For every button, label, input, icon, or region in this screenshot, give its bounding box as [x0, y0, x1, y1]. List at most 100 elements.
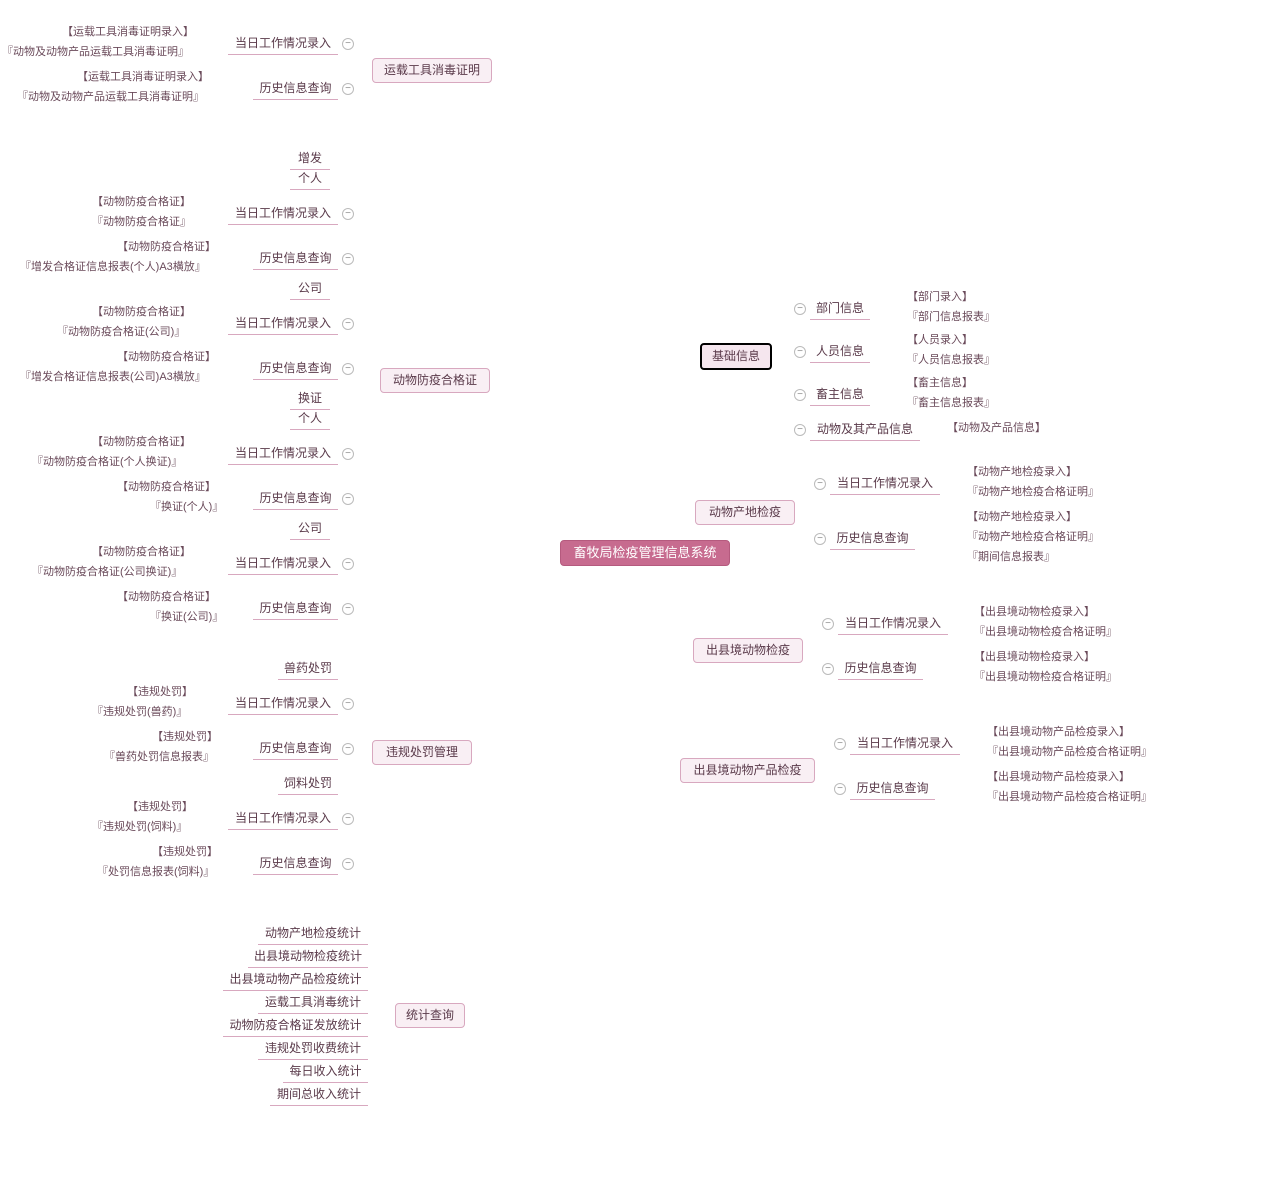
- mindmap-node[interactable]: 每日收入统计: [283, 1063, 368, 1083]
- mindmap-node[interactable]: 【违规处罚】: [150, 730, 245, 745]
- mindmap-node[interactable]: 『动物产地检疫合格证明』: [965, 530, 1125, 545]
- collapse-toggle-icon[interactable]: −: [794, 424, 806, 436]
- mindmap-node[interactable]: 当日工作情况录入−: [850, 735, 960, 755]
- collapse-toggle-icon[interactable]: −: [342, 813, 354, 825]
- mindmap-node[interactable]: 畜主信息−: [810, 386, 870, 406]
- mindmap-node[interactable]: 动物产地检疫: [695, 500, 795, 525]
- mindmap-node[interactable]: 【动物防疫合格证】: [115, 480, 245, 495]
- mindmap-node[interactable]: 当日工作情况录入−: [228, 315, 338, 335]
- collapse-toggle-icon[interactable]: −: [342, 603, 354, 615]
- mindmap-node[interactable]: 『兽药处罚信息报表』: [102, 750, 242, 765]
- collapse-toggle-icon[interactable]: −: [834, 783, 846, 795]
- mindmap-node[interactable]: 【动物防疫合格证】: [90, 545, 220, 560]
- mindmap-node[interactable]: 【出县境动物产品检疫录入】: [985, 725, 1155, 740]
- mindmap-node[interactable]: 『动物防疫合格证(公司换证)』: [30, 565, 220, 580]
- mindmap-node[interactable]: 『出县境动物检疫合格证明』: [972, 625, 1142, 640]
- mindmap-node[interactable]: 当日工作情况录入−: [228, 810, 338, 830]
- collapse-toggle-icon[interactable]: −: [794, 303, 806, 315]
- collapse-toggle-icon[interactable]: −: [814, 533, 826, 545]
- collapse-toggle-icon[interactable]: −: [342, 253, 354, 265]
- mindmap-node[interactable]: 【运载工具消毒证明录入】: [75, 70, 235, 85]
- mindmap-node[interactable]: 『增发合格证信息报表(个人)A3横放』: [18, 260, 243, 275]
- mindmap-node[interactable]: 【动物及产品信息】: [945, 421, 1065, 436]
- mindmap-node[interactable]: 增发: [290, 150, 330, 170]
- mindmap-node[interactable]: 历史信息查询−: [253, 600, 338, 620]
- mindmap-node[interactable]: 历史信息查询−: [253, 490, 338, 510]
- collapse-toggle-icon[interactable]: −: [342, 743, 354, 755]
- collapse-toggle-icon[interactable]: −: [822, 618, 834, 630]
- mindmap-node[interactable]: 出县境动物产品检疫统计: [223, 971, 368, 991]
- mindmap-node[interactable]: 出县境动物检疫统计: [248, 948, 368, 968]
- root-node[interactable]: 畜牧局检疫管理信息系统: [560, 540, 730, 566]
- mindmap-node[interactable]: 历史信息查询−: [830, 530, 915, 550]
- collapse-toggle-icon[interactable]: −: [342, 363, 354, 375]
- mindmap-node[interactable]: 当日工作情况录入−: [838, 615, 948, 635]
- mindmap-node[interactable]: 历史信息查询−: [253, 80, 338, 100]
- collapse-toggle-icon[interactable]: −: [342, 318, 354, 330]
- mindmap-node[interactable]: 动物防疫合格证发放统计: [223, 1017, 368, 1037]
- mindmap-node[interactable]: 『处罚信息报表(饲料)』: [95, 865, 245, 880]
- mindmap-node[interactable]: 【违规处罚】: [150, 845, 245, 860]
- mindmap-node[interactable]: 当日工作情况录入−: [228, 445, 338, 465]
- mindmap-node[interactable]: 【动物防疫合格证】: [115, 590, 245, 605]
- mindmap-node[interactable]: 当日工作情况录入−: [228, 35, 338, 55]
- mindmap-node[interactable]: 『动物防疫合格证(公司)』: [55, 325, 220, 340]
- mindmap-node[interactable]: 『动物防疫合格证』: [90, 215, 220, 230]
- collapse-toggle-icon[interactable]: −: [794, 389, 806, 401]
- collapse-toggle-icon[interactable]: −: [342, 698, 354, 710]
- mindmap-node[interactable]: 【动物防疫合格证】: [90, 435, 220, 450]
- mindmap-node[interactable]: 基础信息: [700, 343, 772, 370]
- mindmap-node[interactable]: 【部门录入】: [905, 290, 995, 305]
- mindmap-node[interactable]: 当日工作情况录入−: [830, 475, 940, 495]
- collapse-toggle-icon[interactable]: −: [834, 738, 846, 750]
- mindmap-node[interactable]: 运载工具消毒证明: [372, 58, 492, 83]
- mindmap-node[interactable]: 『违规处罚(饲料)』: [90, 820, 220, 835]
- mindmap-node[interactable]: 违规处罚收费统计: [258, 1040, 368, 1060]
- mindmap-node[interactable]: 个人: [290, 410, 330, 430]
- mindmap-node[interactable]: 换证: [290, 390, 330, 410]
- mindmap-node[interactable]: 『期间信息报表』: [965, 550, 1075, 565]
- mindmap-node[interactable]: 【动物产地检疫录入】: [965, 465, 1105, 480]
- collapse-toggle-icon[interactable]: −: [342, 858, 354, 870]
- mindmap-node[interactable]: 【运载工具消毒证明录入】: [60, 25, 220, 40]
- mindmap-node[interactable]: 公司: [290, 520, 330, 540]
- mindmap-node[interactable]: 『违规处罚(兽药)』: [90, 705, 220, 720]
- mindmap-node[interactable]: 历史信息查询−: [253, 855, 338, 875]
- mindmap-node[interactable]: 【动物防疫合格证】: [115, 240, 245, 255]
- mindmap-node[interactable]: 【违规处罚】: [125, 685, 220, 700]
- mindmap-node[interactable]: 期间总收入统计: [270, 1086, 368, 1106]
- mindmap-node[interactable]: 【动物防疫合格证】: [90, 305, 220, 320]
- mindmap-node[interactable]: 违规处罚管理: [372, 740, 472, 765]
- mindmap-node[interactable]: 历史信息查询−: [253, 250, 338, 270]
- mindmap-node[interactable]: 当日工作情况录入−: [228, 205, 338, 225]
- mindmap-node[interactable]: 『人员信息报表』: [905, 353, 1015, 368]
- mindmap-node[interactable]: 『换证(公司)』: [148, 610, 243, 625]
- collapse-toggle-icon[interactable]: −: [342, 558, 354, 570]
- mindmap-node[interactable]: 『出县境动物产品检疫合格证明』: [985, 745, 1175, 760]
- mindmap-node[interactable]: 历史信息查询−: [253, 360, 338, 380]
- mindmap-node[interactable]: 【出县境动物产品检疫录入】: [985, 770, 1155, 785]
- mindmap-node[interactable]: 人员信息−: [810, 343, 870, 363]
- mindmap-node[interactable]: 『动物及动物产品运载工具消毒证明』: [15, 90, 235, 105]
- mindmap-node[interactable]: 历史信息查询−: [253, 740, 338, 760]
- mindmap-node[interactable]: 『增发合格证信息报表(公司)A3横放』: [18, 370, 243, 385]
- mindmap-node[interactable]: 历史信息查询−: [838, 660, 923, 680]
- mindmap-node[interactable]: 『动物防疫合格证(个人换证)』: [30, 455, 220, 470]
- collapse-toggle-icon[interactable]: −: [794, 346, 806, 358]
- mindmap-node[interactable]: 运载工具消毒统计: [258, 994, 368, 1014]
- mindmap-node[interactable]: 动物及其产品信息−: [810, 421, 920, 441]
- mindmap-node[interactable]: 【动物产地检疫录入】: [965, 510, 1105, 525]
- mindmap-node[interactable]: 当日工作情况录入−: [228, 695, 338, 715]
- mindmap-node[interactable]: 【人员录入】: [905, 333, 995, 348]
- mindmap-node[interactable]: 【动物防疫合格证】: [90, 195, 220, 210]
- mindmap-node[interactable]: 『畜主信息报表』: [905, 396, 1015, 411]
- mindmap-node[interactable]: 动物产地检疫统计: [258, 925, 368, 945]
- mindmap-node[interactable]: 『换证(个人)』: [148, 500, 243, 515]
- mindmap-node[interactable]: 兽药处罚: [278, 660, 338, 680]
- mindmap-node[interactable]: 『出县境动物产品检疫合格证明』: [985, 790, 1175, 805]
- mindmap-node[interactable]: 个人: [290, 170, 330, 190]
- mindmap-node[interactable]: 饲料处罚: [278, 775, 338, 795]
- mindmap-node[interactable]: 【出县境动物检疫录入】: [972, 605, 1122, 620]
- mindmap-node[interactable]: 『动物产地检疫合格证明』: [965, 485, 1125, 500]
- collapse-toggle-icon[interactable]: −: [342, 38, 354, 50]
